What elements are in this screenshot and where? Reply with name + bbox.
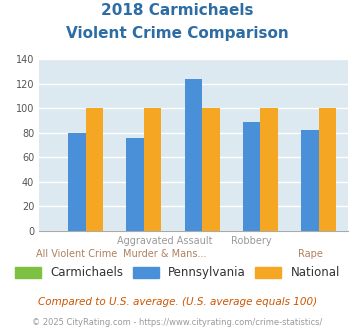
- Bar: [126, 138, 144, 231]
- Text: 2018 Carmichaels: 2018 Carmichaels: [101, 3, 254, 18]
- Text: Aggravated Assault: Aggravated Assault: [116, 236, 212, 246]
- Bar: [301, 130, 319, 231]
- Bar: [319, 109, 336, 231]
- Bar: [185, 79, 202, 231]
- Bar: [261, 109, 278, 231]
- Bar: [243, 122, 261, 231]
- Bar: [144, 109, 162, 231]
- Text: All Violent Crime: All Violent Crime: [36, 249, 118, 259]
- Legend: Carmichaels, Pennsylvania, National: Carmichaels, Pennsylvania, National: [10, 262, 345, 284]
- Bar: [86, 109, 103, 231]
- Bar: [202, 109, 220, 231]
- Text: Compared to U.S. average. (U.S. average equals 100): Compared to U.S. average. (U.S. average …: [38, 297, 317, 307]
- Text: Murder & Mans...: Murder & Mans...: [122, 249, 206, 259]
- Text: Robbery: Robbery: [231, 236, 272, 246]
- Bar: [68, 133, 86, 231]
- Text: © 2025 CityRating.com - https://www.cityrating.com/crime-statistics/: © 2025 CityRating.com - https://www.city…: [32, 318, 323, 327]
- Text: Rape: Rape: [297, 249, 322, 259]
- Text: Violent Crime Comparison: Violent Crime Comparison: [66, 26, 289, 41]
